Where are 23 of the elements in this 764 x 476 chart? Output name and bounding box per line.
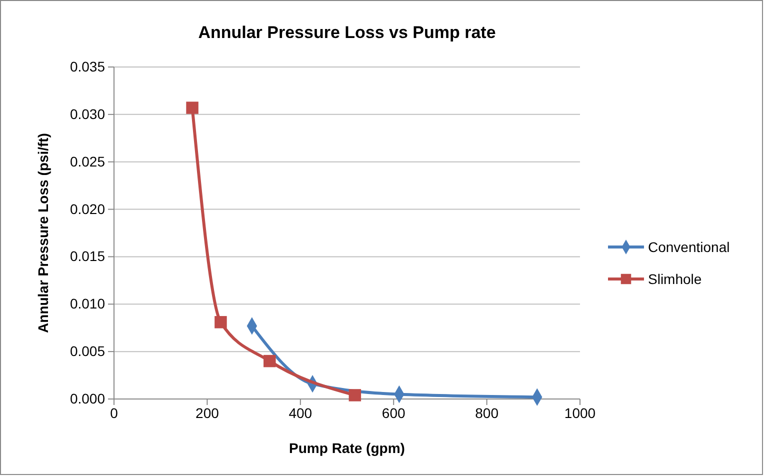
point bbox=[264, 354, 276, 368]
legend-label: Slimhole bbox=[648, 271, 702, 287]
y-tick-label: 0.015 bbox=[70, 248, 106, 264]
x-tick-label: 200 bbox=[196, 404, 220, 421]
y-tick-label: 0.005 bbox=[70, 343, 106, 360]
point bbox=[186, 102, 198, 114]
y-tick-label: 0.020 bbox=[70, 200, 106, 217]
y-tick-label: 0.000 bbox=[70, 390, 106, 406]
legend-label: Conventional bbox=[648, 239, 730, 255]
y-tick-label: 0.030 bbox=[70, 106, 106, 122]
chart-title: Annular Pressure Loss vs Pump rate bbox=[198, 23, 496, 42]
y-tick-label: 0.035 bbox=[70, 58, 106, 74]
x-tick-label: 600 bbox=[382, 404, 406, 421]
point bbox=[348, 389, 362, 402]
x-axis-title: Pump Rate (gpm) bbox=[289, 440, 405, 456]
x-tick-label: 400 bbox=[288, 404, 312, 421]
y-tick-label: 0.025 bbox=[70, 153, 106, 170]
x-tick-label: 0 bbox=[110, 404, 118, 421]
y-tick-label: 0.010 bbox=[70, 296, 106, 312]
x-tick-label: 1000 bbox=[564, 404, 596, 421]
point bbox=[214, 316, 227, 328]
x-tick-label: 800 bbox=[475, 404, 499, 421]
y-axis-title: Annular Pressure Loss (psi/ft) bbox=[35, 133, 51, 333]
